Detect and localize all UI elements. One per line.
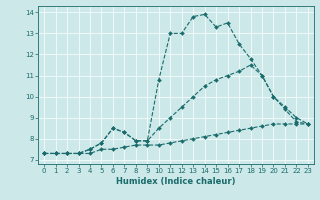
X-axis label: Humidex (Indice chaleur): Humidex (Indice chaleur) — [116, 177, 236, 186]
